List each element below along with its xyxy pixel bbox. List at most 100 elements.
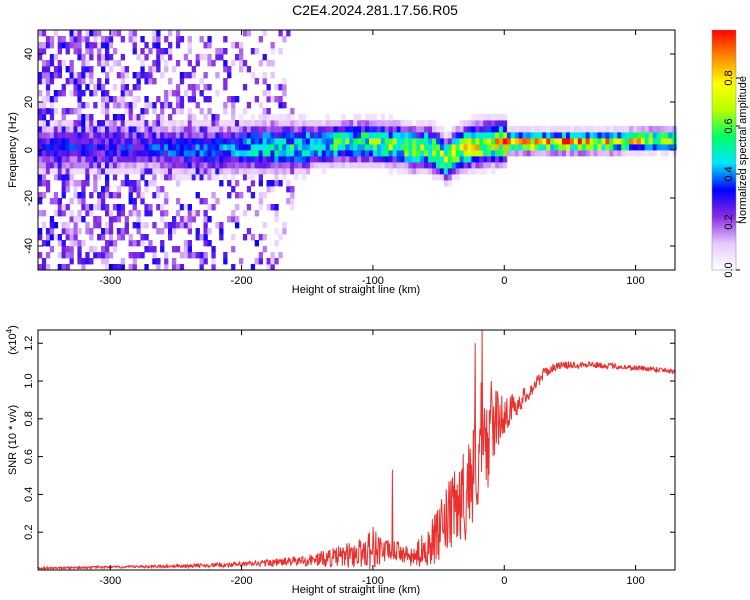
spectrogram-cell (112, 96, 118, 103)
spectrogram-cell (164, 90, 169, 97)
spectrogram-cell (41, 126, 47, 133)
spectrogram-cell (61, 192, 66, 199)
spectrogram-cell (439, 162, 445, 169)
spectrogram-cell (223, 138, 228, 145)
spectrogram-cell (317, 120, 323, 127)
spectrogram-cell (93, 156, 98, 163)
spectrogram-cell (101, 150, 106, 157)
spectrogram-cell (380, 162, 386, 169)
spectrogram-cell (116, 234, 122, 241)
spectrogram-cell (518, 132, 523, 139)
spectrogram-cell (246, 162, 252, 169)
spectrogram-cell (656, 132, 661, 139)
spectrogram-cell (266, 186, 271, 193)
spectrogram-cell (365, 126, 370, 133)
spectrogram-cell (65, 48, 70, 55)
spectrogram-cell (483, 138, 488, 145)
spectrogram-cell (349, 126, 354, 133)
spectrogram-cell (65, 120, 70, 127)
spectrogram-cell (254, 210, 259, 217)
spectrogram-cell (120, 234, 125, 241)
spectrogram-cell (305, 132, 311, 139)
spectrogram-cell (254, 258, 259, 265)
spectrogram-cell (207, 60, 212, 67)
spectrogram-cell (361, 162, 366, 169)
spectrogram-cell (124, 216, 129, 223)
spectrogram-cell (207, 204, 212, 211)
spectrogram-cell (239, 120, 244, 127)
spectrogram-cell (187, 150, 192, 157)
spectrogram-cell (105, 210, 110, 217)
spectrogram-cell (250, 192, 256, 199)
spectrogram-cell (191, 168, 196, 175)
spectrogram-cell (38, 168, 43, 175)
spectrogram-cell (471, 114, 476, 121)
spectrogram-cell (207, 144, 212, 151)
spectrogram-cell (144, 222, 149, 229)
spectrogram-cell (73, 108, 78, 115)
spectrogram-cell (514, 132, 520, 139)
spectrogram-cell (211, 132, 216, 139)
spectrogram-cell (242, 126, 248, 133)
spectrogram-cell (258, 252, 263, 259)
spectrogram-cell (420, 126, 425, 133)
spectrogram-cell (396, 126, 401, 133)
spectrogram-cell (246, 144, 252, 151)
spectrogram-cell (317, 138, 323, 145)
spectrogram-cell (231, 126, 236, 133)
spectrogram-cell (77, 138, 82, 145)
spectrogram-cell (266, 60, 271, 67)
spectrogram-cell (499, 114, 504, 121)
spectrogram-cell (152, 156, 157, 163)
spectrogram-cell (116, 138, 122, 145)
spectrogram-cell (160, 240, 165, 247)
spectrogram-cell (144, 54, 149, 61)
spectrogram-cell (286, 120, 291, 127)
spectrogram-cell (156, 156, 161, 163)
spectrogram-cell (65, 252, 70, 259)
spectrogram-cell (136, 150, 141, 157)
spectrogram-cell (274, 162, 279, 169)
spectrogram-cell (479, 150, 484, 157)
spectrogram-cell (286, 156, 291, 163)
spectrogram-cell (262, 90, 267, 97)
spectrogram-cell (73, 228, 78, 235)
spectrogram-cell (195, 252, 200, 259)
spectrogram-cell (239, 150, 244, 157)
spectrogram-cell (235, 132, 240, 139)
spectrogram-cell (41, 48, 47, 55)
spectrogram-cell (416, 126, 421, 133)
spectrogram-cell (105, 78, 110, 85)
spectrogram-cell (518, 144, 523, 151)
spectrogram-cell (250, 264, 256, 271)
spectrogram-cell (341, 150, 346, 157)
spectrogram-cell (235, 54, 240, 61)
spectrogram-cell (483, 120, 488, 127)
spectrogram-cell (408, 132, 413, 139)
spectrogram-cell (239, 66, 244, 73)
spectrogram-cell (282, 228, 287, 235)
spectrogram-cell (404, 162, 409, 169)
spectrogram-cell (479, 132, 484, 139)
spectrogram-cell (101, 246, 106, 253)
spectrogram-cell (290, 132, 295, 139)
spectrogram-cell (554, 126, 559, 133)
spectrogram-cell (432, 174, 437, 181)
spectrogram-cell (463, 168, 468, 175)
spectrogram-cell (467, 132, 472, 139)
spectrogram-cell (183, 216, 189, 223)
spectrogram-cell (199, 108, 204, 115)
spectrogram-cell (550, 132, 555, 139)
spectrogram-cell (81, 54, 86, 61)
spectrogram-cell (566, 126, 571, 133)
spectrogram-cell (128, 36, 133, 43)
spectrogram-cell (353, 138, 358, 145)
spectrogram-cell (128, 264, 133, 271)
spectrogram-cell (337, 150, 342, 157)
spectrogram-cell (207, 168, 212, 175)
spectrogram-cell (266, 168, 271, 175)
spectrogram-cell (400, 126, 405, 133)
spectrogram-cell (404, 150, 409, 157)
spectrogram-cell (246, 150, 252, 157)
spectrogram-cell (443, 144, 449, 151)
